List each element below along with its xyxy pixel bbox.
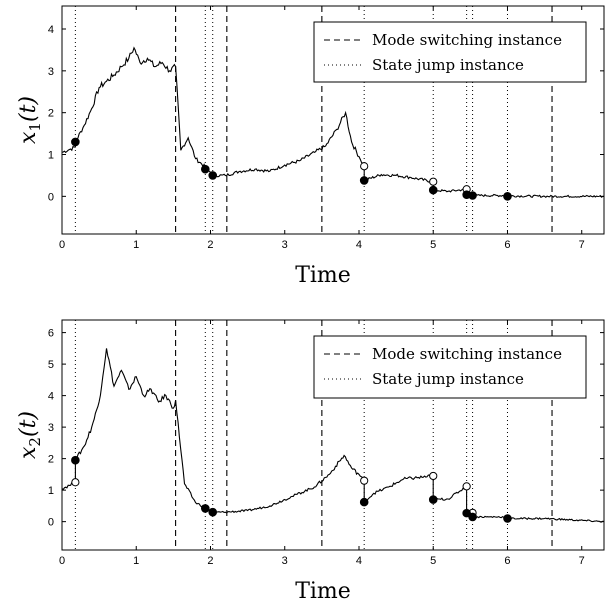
- post-jump-marker: [200, 504, 210, 513]
- y-tick-label: 5: [48, 359, 54, 371]
- post-jump-marker: [428, 495, 438, 504]
- x-tick-label: 1: [133, 239, 139, 251]
- y-tick-label: 1: [48, 485, 54, 497]
- x-tick-label: 4: [356, 555, 362, 567]
- post-jump-marker: [503, 192, 512, 201]
- y-axis-label: x1(t): [16, 96, 44, 144]
- pre-jump-marker: [360, 162, 369, 171]
- chart-panel-x1: 0 1 2 3 4 5 6 7 0 1 2 3 4 Mode switching instance Stat…: [16, 5, 605, 288]
- series-line: [61, 46, 605, 199]
- post-jump-marker: [468, 191, 477, 200]
- series-line: [61, 348, 605, 523]
- x-tick-label: 2: [207, 239, 213, 251]
- y-axis-label: x2(t): [16, 411, 44, 459]
- x-tick-label: 4: [356, 239, 362, 251]
- y-tick-label: 4: [48, 391, 54, 403]
- post-jump-marker: [468, 512, 477, 522]
- y-tick-label: 0: [48, 517, 54, 529]
- post-jump-marker: [208, 171, 218, 180]
- legend-label: Mode switching instance: [372, 31, 562, 49]
- post-jump-marker: [462, 508, 471, 518]
- x-tick-label: 3: [282, 555, 288, 567]
- y-tick-label: 4: [48, 24, 54, 36]
- y-tick-label: 3: [48, 66, 54, 78]
- x-tick-label: 7: [579, 555, 585, 567]
- y-tick-label: 1: [48, 150, 54, 162]
- x-tick-label: 5: [430, 239, 436, 251]
- pre-jump-marker: [429, 177, 438, 186]
- pre-jump-marker: [429, 471, 438, 481]
- y-tick-label: 3: [48, 422, 54, 434]
- pre-jump-marker: [462, 482, 471, 491]
- x-tick-label: 0: [59, 239, 65, 251]
- x-tick-label: 0: [59, 555, 65, 567]
- plot-frame: [61, 319, 605, 551]
- plot-frame: [61, 5, 605, 235]
- legend-label: Mode switching instance: [372, 345, 562, 363]
- pre-jump-marker: [71, 478, 80, 487]
- y-tick-label: 0: [48, 191, 54, 203]
- y-tick-label: 6: [48, 328, 54, 340]
- legend-label: State jump instance: [372, 56, 524, 74]
- x-tick-label: 3: [282, 239, 288, 251]
- post-jump-marker: [71, 137, 80, 147]
- post-jump-marker: [200, 164, 210, 174]
- x-axis-label: Time: [295, 579, 351, 604]
- y-tick-label: 2: [48, 108, 54, 120]
- chart-panel-x2: 0 1 2 3 4 5 6 7 0 1 2 3 4 5 6 Mode switching instance St…: [16, 319, 605, 604]
- x-tick-label: 6: [504, 239, 510, 251]
- x-tick-label: 7: [579, 239, 585, 251]
- x-axis-label: Time: [295, 263, 351, 288]
- legend-box: [313, 21, 587, 83]
- post-jump-marker: [428, 185, 438, 195]
- x-tick-label: 5: [430, 555, 436, 567]
- post-jump-marker: [503, 514, 512, 523]
- legend-box: [313, 335, 587, 399]
- post-jump-marker: [71, 455, 80, 465]
- x-tick-label: 2: [207, 555, 213, 567]
- x-tick-label: 1: [133, 555, 139, 567]
- x-tick-label: 6: [504, 555, 510, 567]
- post-jump-marker: [359, 176, 369, 185]
- post-jump-marker: [359, 497, 369, 507]
- y-tick-label: 2: [48, 454, 54, 466]
- pre-jump-marker: [360, 476, 369, 485]
- legend-label: State jump instance: [372, 370, 524, 388]
- post-jump-marker: [208, 507, 218, 517]
